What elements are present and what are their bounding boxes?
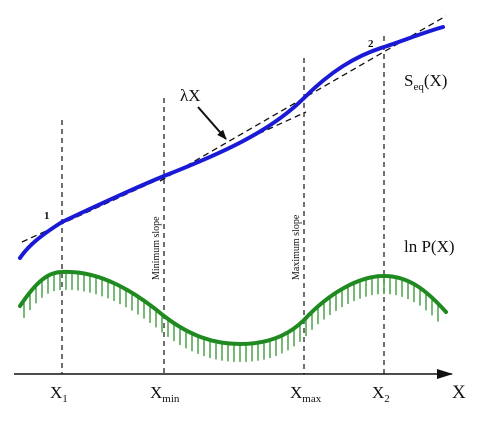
x-axis-label: X — [452, 382, 466, 403]
tick-xmin: Xmin — [150, 383, 180, 405]
tick-xmin-sub: min — [162, 393, 180, 405]
lnp-curve — [18, 269, 448, 347]
tick-x1: X1 — [50, 383, 68, 405]
seq-label-sub: eq — [413, 81, 424, 93]
seq-curve — [18, 25, 445, 260]
lambda-x-label: λX — [180, 86, 201, 105]
seq-label-base: S — [404, 71, 413, 90]
tick-xmin-base: X — [150, 383, 162, 402]
lnp-hatching — [23, 271, 439, 362]
maximum-slope-label: Maximum slope — [291, 214, 302, 280]
lnp-label: ln P(X) — [404, 237, 455, 256]
seq-label: Seq(X) — [404, 71, 447, 93]
point-2-label: 2 — [368, 38, 374, 50]
tick-x2: X2 — [372, 383, 390, 405]
seq-label-tail: (X) — [424, 71, 448, 90]
lambda-arrow — [197, 106, 227, 140]
minimum-slope-label: Minimum slope — [151, 216, 162, 280]
tick-x1-sub: 1 — [62, 393, 68, 405]
point-1-label: 1 — [44, 210, 50, 222]
tick-x2-base: X — [372, 383, 384, 402]
tick-xmax-base: X — [290, 383, 302, 402]
tick-xmax: Xmax — [290, 383, 322, 405]
tick-x2-sub: 2 — [384, 393, 390, 405]
tick-x1-base: X — [50, 383, 62, 402]
tick-xmax-sub: max — [302, 393, 321, 405]
